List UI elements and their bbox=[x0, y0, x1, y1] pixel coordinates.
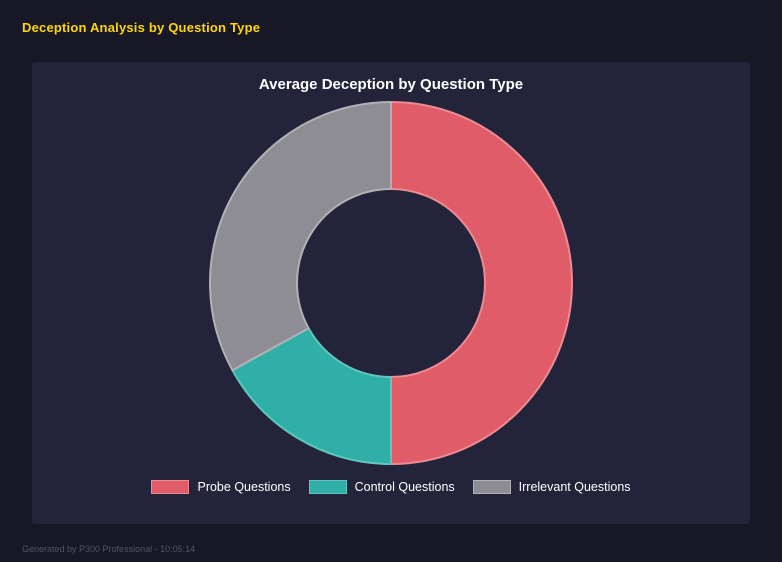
donut-segment-1 bbox=[390, 101, 573, 465]
page: Deception Analysis by Question Type Aver… bbox=[22, 20, 750, 554]
donut-chart bbox=[209, 101, 573, 465]
donut-segment-2 bbox=[231, 327, 392, 465]
legend-item-1[interactable]: Probe Questions bbox=[151, 480, 291, 494]
legend-swatch bbox=[308, 480, 347, 494]
donut-chart-area bbox=[32, 98, 750, 468]
footer-text: Generated by P300 Professional - 10:05:1… bbox=[22, 544, 196, 554]
chart-panel: Average Deception by Question Type Probe… bbox=[32, 62, 750, 524]
legend-label: Irrelevant Questions bbox=[518, 480, 631, 494]
chart-title: Average Deception by Question Type bbox=[258, 76, 524, 93]
donut-segment-3 bbox=[209, 101, 392, 372]
page-title: Deception Analysis by Question Type bbox=[22, 20, 261, 35]
legend-label: Probe Questions bbox=[197, 480, 291, 494]
legend-swatch bbox=[151, 480, 190, 494]
legend-item-2[interactable]: Control Questions bbox=[308, 480, 455, 494]
legend-swatch bbox=[472, 480, 511, 494]
legend-label: Control Questions bbox=[354, 480, 455, 494]
chart-legend: Probe Questions Control Questions Irreleva… bbox=[32, 480, 750, 494]
legend-item-3[interactable]: Irrelevant Questions bbox=[472, 480, 631, 494]
